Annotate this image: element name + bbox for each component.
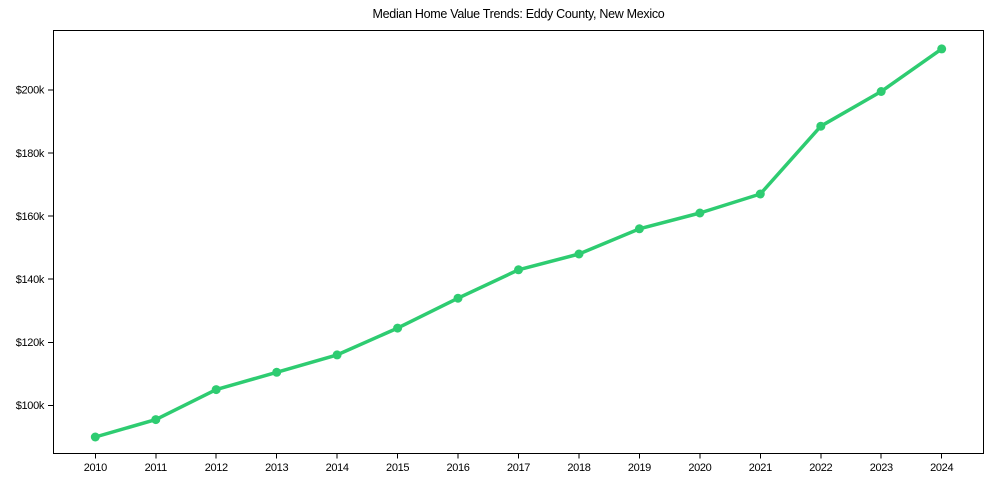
x-tick-label: 2021 — [749, 462, 772, 474]
data-point — [876, 87, 886, 96]
y-tick-label: $140k — [16, 274, 45, 286]
x-tick-label: 2022 — [809, 462, 832, 474]
data-point — [816, 121, 826, 131]
y-tick-label: $120k — [16, 337, 45, 349]
x-tick-label: 2020 — [688, 462, 711, 474]
y-tick-label: $100k — [16, 400, 45, 412]
data-point — [695, 208, 705, 218]
x-tick-label: 2012 — [205, 462, 228, 474]
y-tick-label: $180k — [16, 148, 45, 160]
x-tick-label: 2011 — [145, 462, 167, 474]
data-point — [574, 249, 584, 259]
data-point — [332, 350, 342, 360]
y-tick-label: $160k — [16, 211, 45, 223]
y-tick-label: $200k — [16, 85, 45, 97]
x-tick-label: 2015 — [386, 462, 409, 474]
x-tick-label: 2023 — [870, 462, 893, 474]
x-tick-label: 2019 — [628, 462, 651, 474]
x-tick-label: 2024 — [930, 462, 953, 474]
data-point — [90, 432, 100, 442]
data-point — [211, 385, 221, 395]
plot-area-border — [53, 30, 984, 454]
x-tick-label: 2013 — [265, 462, 288, 474]
data-point — [937, 44, 947, 54]
data-point — [755, 189, 765, 199]
x-tick-label: 2018 — [567, 462, 590, 474]
data-point — [151, 415, 161, 425]
data-point — [393, 323, 403, 333]
x-tick-label: 2017 — [507, 462, 530, 474]
chart-title: Median Home Value Trends: Eddy County, N… — [372, 7, 665, 21]
x-tick-label: 2014 — [326, 462, 349, 474]
x-tick-label: 2016 — [447, 462, 470, 474]
data-point — [634, 224, 644, 234]
x-tick-label: 2010 — [84, 462, 107, 474]
data-point — [272, 367, 282, 377]
data-point — [453, 293, 463, 303]
data-point — [514, 265, 523, 275]
